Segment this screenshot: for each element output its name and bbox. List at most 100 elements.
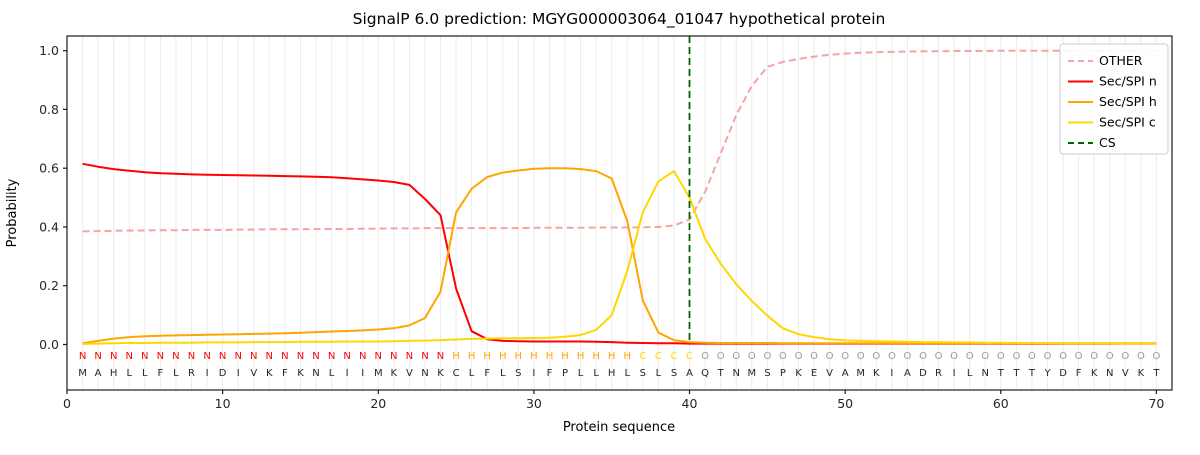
- region-label: O: [732, 351, 740, 362]
- series-line-sec-spi-n: [82, 162, 1157, 345]
- sequence-letter: I: [532, 368, 535, 379]
- region-label: H: [561, 351, 569, 362]
- sequence-letter: N: [981, 368, 988, 379]
- x-axis-label: Protein sequence: [563, 420, 675, 435]
- sequence-letter: L: [469, 368, 475, 379]
- legend: OTHER Sec/SPI n Sec/SPI h Sec/SPI c CS: [1059, 43, 1169, 155]
- sequence-letter: K: [1138, 368, 1145, 379]
- region-label: H: [577, 351, 585, 362]
- region-label: O: [795, 351, 803, 362]
- sequence-letter: L: [329, 368, 335, 379]
- sequence-letter: Y: [1043, 368, 1051, 379]
- region-label: O: [1106, 351, 1114, 362]
- y-tick-label: 0.4: [39, 220, 59, 235]
- region-label: N: [312, 351, 319, 362]
- region-label: N: [328, 351, 335, 362]
- sequence-letter: N: [421, 368, 428, 379]
- sequence-letter: V: [250, 368, 257, 379]
- sequence-letter: S: [640, 368, 646, 379]
- region-label: O: [1012, 351, 1020, 362]
- sequence-letter: F: [282, 368, 288, 379]
- region-label: O: [1152, 351, 1160, 362]
- region-label: O: [717, 351, 725, 362]
- legend-label: OTHER: [1099, 53, 1143, 68]
- region-label: N: [281, 351, 288, 362]
- sequence-letter: L: [656, 368, 662, 379]
- region-label: N: [375, 351, 382, 362]
- y-tick-label: 0.0: [39, 337, 59, 352]
- sequence-letter: T: [1152, 368, 1160, 379]
- x-tick-label: 60: [993, 396, 1009, 411]
- x-axis-ticks: 0 10 20 30 40 50 60 70: [63, 390, 1164, 411]
- region-label: O: [841, 351, 849, 362]
- region-label: O: [903, 351, 911, 362]
- sequence-letter: I: [237, 368, 240, 379]
- sequence-letter: I: [206, 368, 209, 379]
- region-label: N: [126, 351, 133, 362]
- sequence-letter: C: [453, 368, 460, 379]
- sequence-letter: A: [95, 368, 102, 379]
- x-tick-label: 30: [526, 396, 542, 411]
- region-label: O: [981, 351, 989, 362]
- sequence-letter: N: [312, 368, 319, 379]
- region-label: O: [1044, 351, 1052, 362]
- region-label: H: [530, 351, 538, 362]
- legend-label: CS: [1099, 135, 1116, 150]
- sequence-letter: V: [826, 368, 833, 379]
- sequence-letter: L: [500, 368, 506, 379]
- sequence-letter: P: [780, 368, 786, 379]
- sequence-letter: L: [625, 368, 631, 379]
- sequence-letter: P: [562, 368, 568, 379]
- region-label: O: [701, 351, 709, 362]
- sequence-letter: K: [297, 368, 304, 379]
- sequence-letter: M: [78, 368, 87, 379]
- sequence-letter: L: [173, 368, 179, 379]
- axes-border: [66, 35, 1173, 391]
- sequence-letter: A: [686, 368, 693, 379]
- series-line-other: [82, 49, 1157, 233]
- region-label: H: [499, 351, 507, 362]
- region-label: O: [1059, 351, 1067, 362]
- region-label: N: [421, 351, 428, 362]
- region-label: N: [390, 351, 397, 362]
- region-label: N: [343, 351, 350, 362]
- y-tick-label: 0.6: [39, 161, 59, 176]
- region-label: N: [250, 351, 257, 362]
- sequence-letter: S: [764, 368, 770, 379]
- region-label: H: [624, 351, 632, 362]
- x-tick-label: 50: [837, 396, 853, 411]
- legend-label: Sec/SPI c: [1099, 115, 1156, 130]
- region-label: O: [950, 351, 958, 362]
- sequence-letter: N: [1106, 368, 1113, 379]
- sequence-letter: R: [188, 368, 195, 379]
- region-label: H: [515, 351, 523, 362]
- region-label: O: [748, 351, 756, 362]
- x-tick-label: 20: [370, 396, 386, 411]
- sequence-letter: D: [219, 368, 227, 379]
- sequence-letter: V: [406, 368, 413, 379]
- sequence-letter: K: [873, 368, 880, 379]
- y-axis-ticks: 0.0 0.2 0.4 0.6 0.8 1.0: [39, 43, 67, 352]
- series-line-sec-spi-h: [82, 167, 1157, 345]
- sequence-letter: D: [1059, 368, 1067, 379]
- region-label: H: [483, 351, 491, 362]
- region-label: C: [671, 351, 678, 362]
- sequence-letter: V: [1122, 368, 1129, 379]
- y-tick-label: 1.0: [39, 43, 59, 58]
- sequence-letter: M: [374, 368, 383, 379]
- region-label: O: [1090, 351, 1098, 362]
- sequence-letter: D: [919, 368, 927, 379]
- x-tick-label: 40: [682, 396, 698, 411]
- x-tick-label: 0: [63, 396, 71, 411]
- sequence-letter: I: [953, 368, 956, 379]
- region-label: O: [1028, 351, 1036, 362]
- region-label: O: [872, 351, 880, 362]
- sequence-letter: L: [578, 368, 584, 379]
- sequence-letter: A: [842, 368, 849, 379]
- chart-title: SignalP 6.0 prediction: MGYG000003064_01…: [353, 10, 886, 29]
- region-label: N: [110, 351, 117, 362]
- region-label: O: [966, 351, 974, 362]
- sequence-letter: K: [266, 368, 273, 379]
- region-label: H: [452, 351, 460, 362]
